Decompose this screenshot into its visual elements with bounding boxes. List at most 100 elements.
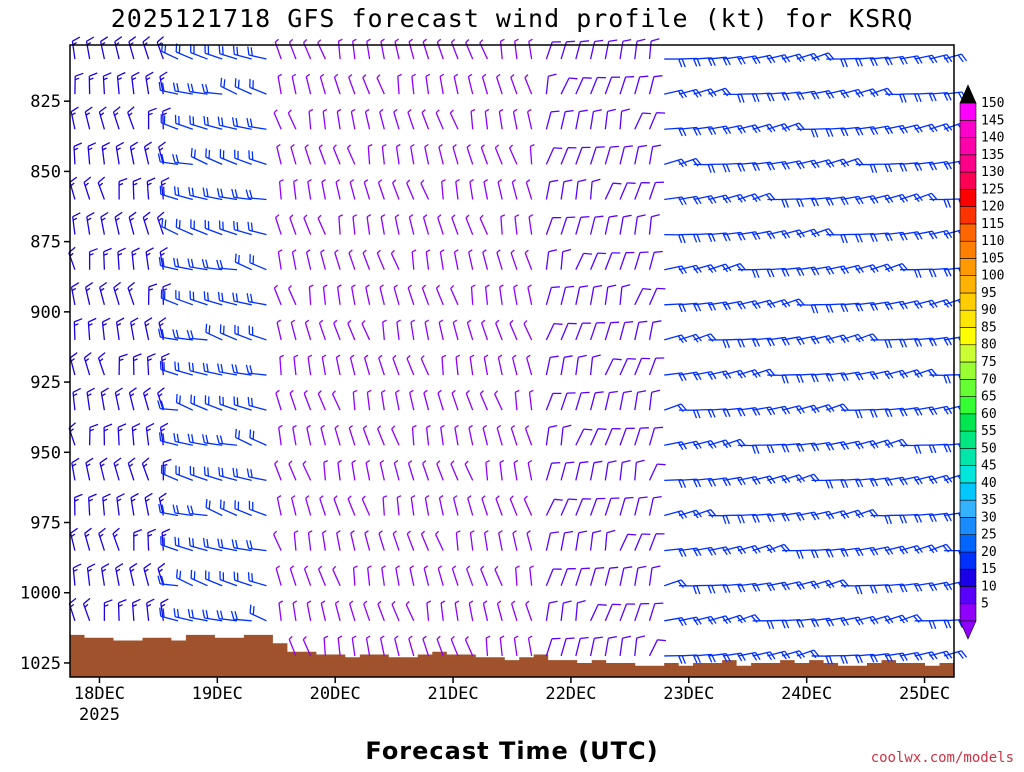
barb-half-flag bbox=[103, 148, 107, 150]
wind-barb bbox=[307, 425, 311, 445]
barb-flag bbox=[752, 446, 755, 454]
barb-staff bbox=[605, 287, 607, 305]
wind-barb bbox=[149, 284, 157, 305]
barb-half-flag bbox=[324, 461, 328, 463]
barb-flag bbox=[163, 284, 171, 287]
barb-flag bbox=[609, 40, 618, 41]
barb-half-flag bbox=[100, 534, 103, 537]
colorbar-label: 10 bbox=[981, 580, 997, 595]
barb-half-flag bbox=[510, 320, 513, 323]
barb-flag bbox=[130, 563, 137, 568]
wind-barb bbox=[85, 107, 92, 129]
barb-flag bbox=[178, 609, 179, 618]
barb-half-flag bbox=[411, 496, 415, 498]
wind-barb bbox=[480, 40, 488, 59]
wind-barb bbox=[73, 213, 81, 235]
barb-flag bbox=[900, 94, 903, 102]
barb-flag bbox=[159, 493, 166, 498]
wind-barb bbox=[409, 215, 413, 235]
wind-barb bbox=[303, 461, 311, 480]
wind-barb bbox=[456, 531, 460, 551]
barb-flag bbox=[885, 127, 889, 134]
barb-half-flag bbox=[118, 429, 122, 431]
barb-flag bbox=[70, 353, 77, 358]
barb-half-flag bbox=[467, 320, 470, 323]
wind-barb bbox=[738, 270, 759, 278]
barb-half-flag bbox=[452, 215, 455, 218]
barb-half-flag bbox=[466, 215, 469, 218]
barb-flag bbox=[88, 143, 96, 147]
wind-barb bbox=[436, 531, 444, 550]
barb-half-flag bbox=[351, 531, 355, 533]
barb-staff bbox=[486, 287, 488, 305]
barb-flag bbox=[609, 392, 617, 393]
wind-barb bbox=[650, 321, 662, 340]
barb-half-flag bbox=[131, 148, 135, 150]
barb-half-flag bbox=[486, 285, 490, 287]
barb-staff bbox=[468, 498, 473, 515]
wind-barb bbox=[526, 180, 531, 200]
wind-barb bbox=[134, 530, 142, 551]
colorbar-swatch bbox=[960, 397, 976, 414]
barb-flag bbox=[797, 199, 800, 207]
barb-flag bbox=[549, 601, 557, 603]
barb-staff bbox=[436, 534, 444, 550]
barb-half-flag bbox=[397, 496, 401, 498]
wind-barb bbox=[338, 285, 342, 305]
barb-flag bbox=[552, 463, 561, 464]
barb-half-flag bbox=[367, 390, 371, 392]
y-tick-label: 825 bbox=[30, 92, 61, 112]
wind-barb bbox=[336, 180, 340, 200]
wind-barb bbox=[337, 531, 341, 551]
barb-half-flag bbox=[308, 180, 312, 182]
wind-barb bbox=[510, 496, 517, 516]
barb-staff bbox=[162, 51, 178, 59]
barb-half-flag bbox=[498, 180, 502, 182]
wind-barb bbox=[500, 461, 504, 481]
wind-barb bbox=[104, 424, 112, 445]
barb-half-flag bbox=[349, 426, 352, 429]
barb-staff bbox=[128, 112, 134, 129]
wind-barb bbox=[470, 180, 474, 200]
barb-staff bbox=[486, 638, 487, 656]
wind-barb bbox=[103, 73, 111, 94]
barb-flag bbox=[222, 293, 223, 302]
barb-flag bbox=[933, 621, 936, 629]
barb-flag bbox=[785, 200, 788, 208]
colorbar-label: 85 bbox=[981, 321, 997, 336]
wind-barb bbox=[334, 320, 340, 340]
barb-half-flag bbox=[288, 110, 291, 113]
wind-barb bbox=[381, 215, 385, 235]
barb-staff bbox=[425, 322, 428, 340]
barb-flag bbox=[74, 143, 82, 146]
barb-flag bbox=[771, 621, 774, 629]
barb-staff bbox=[323, 533, 326, 551]
barb-staff bbox=[524, 324, 532, 340]
barb-flag bbox=[592, 179, 600, 181]
y-tick-label: 850 bbox=[30, 162, 61, 182]
barb-staff bbox=[353, 217, 355, 235]
barb-flag bbox=[158, 212, 165, 218]
barb-staff bbox=[591, 147, 597, 164]
wind-barb bbox=[422, 110, 428, 130]
barb-half-flag bbox=[456, 531, 460, 533]
barb-staff bbox=[348, 323, 355, 340]
barb-flag bbox=[159, 329, 161, 337]
barb-staff bbox=[605, 253, 611, 270]
wind-barb bbox=[452, 215, 458, 235]
barb-staff bbox=[576, 357, 578, 375]
barb-half-flag bbox=[114, 534, 117, 537]
barb-half-flag bbox=[524, 496, 527, 499]
wind-barb bbox=[144, 388, 151, 410]
x-tick-sublabel: 2025 bbox=[79, 705, 120, 725]
barb-flag bbox=[102, 143, 110, 147]
barb-staff bbox=[324, 638, 325, 656]
wind-barb bbox=[412, 74, 416, 94]
barb-half-flag bbox=[379, 180, 382, 183]
wind-barb bbox=[158, 212, 165, 235]
barb-flag bbox=[246, 190, 248, 198]
wind-barb bbox=[72, 283, 79, 305]
wind-barb bbox=[650, 603, 664, 621]
barb-half-flag bbox=[397, 320, 401, 322]
wind-barb bbox=[486, 285, 490, 305]
